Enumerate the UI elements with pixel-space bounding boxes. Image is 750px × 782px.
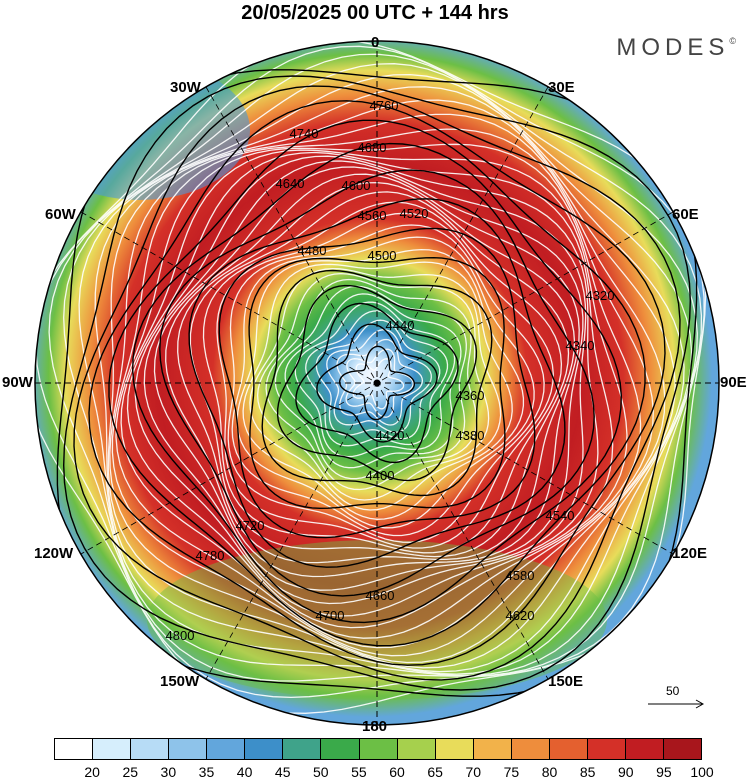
contour-label: 4580 bbox=[506, 568, 535, 583]
map-boundary bbox=[34, 40, 720, 726]
lon-label-60e: 60E bbox=[672, 206, 699, 223]
lon-label-150w: 150W bbox=[160, 673, 200, 690]
contour-label: 4420 bbox=[376, 428, 405, 443]
contour-label: 4720 bbox=[236, 518, 265, 533]
lon-label-180: 180 bbox=[362, 718, 388, 735]
lon-label-30w: 30W bbox=[170, 79, 201, 96]
contour-label: 4400 bbox=[366, 468, 395, 483]
colorbar-cell bbox=[625, 739, 664, 759]
contour-label: 4700 bbox=[316, 608, 345, 623]
contour-label: 4740 bbox=[290, 126, 319, 141]
contour-label: 4620 bbox=[506, 608, 535, 623]
lon-label-150e: 150E bbox=[548, 673, 584, 690]
contour-labels: 4760 4740 4680 4640 4600 4560 4520 4500 4480 4440… bbox=[166, 98, 615, 643]
streamline bbox=[107, 99, 676, 669]
colorbar-tick-label: 80 bbox=[541, 764, 558, 780]
colorbar-tick-label: 90 bbox=[617, 764, 634, 780]
colorbar-cell bbox=[587, 739, 626, 759]
colorbar-cell bbox=[435, 739, 474, 759]
contour-label: 4520 bbox=[400, 206, 429, 221]
streamline bbox=[94, 86, 685, 673]
colorbar-cell bbox=[511, 739, 550, 759]
colorbar-cell bbox=[397, 739, 436, 759]
contour-label: 4380 bbox=[456, 428, 485, 443]
contour-label: 4340 bbox=[566, 338, 595, 353]
height-contour bbox=[73, 85, 681, 681]
map-title: 20/05/2025 00 UTC + 144 hrs bbox=[241, 2, 509, 24]
brand-logo: MODES© bbox=[616, 34, 736, 62]
colorbar-tick-label: 25 bbox=[122, 764, 139, 780]
colorbar-cell bbox=[664, 739, 702, 759]
colorbar-tick-label: 55 bbox=[351, 764, 367, 780]
contour-label: 4640 bbox=[276, 176, 305, 191]
contour-label: 4320 bbox=[586, 288, 615, 303]
colorbar-cell bbox=[549, 739, 588, 759]
colorbar-cell bbox=[207, 739, 246, 759]
colorbar-cell bbox=[321, 739, 360, 759]
lon-label-90w: 90W bbox=[2, 374, 33, 391]
contour-label: 4500 bbox=[368, 248, 397, 263]
colorbar bbox=[54, 738, 702, 760]
height-contour bbox=[261, 269, 493, 497]
streamline bbox=[216, 212, 554, 549]
reference-vector: 50 bbox=[648, 684, 708, 714]
colorbar-tick-label: 65 bbox=[427, 764, 443, 780]
colorbar-tick-label: 85 bbox=[579, 764, 596, 780]
contour-label: 4800 bbox=[166, 628, 195, 643]
colorbar-tick-label: 20 bbox=[84, 764, 100, 780]
contour-label: 4480 bbox=[298, 243, 327, 258]
brand-mark: © bbox=[729, 36, 736, 46]
lon-label-0: 0 bbox=[371, 34, 380, 51]
lon-label-120e: 120E bbox=[672, 545, 708, 562]
lon-label-60w: 60W bbox=[45, 206, 76, 223]
colorbar-tick-label: 30 bbox=[160, 764, 177, 780]
contour-label: 4600 bbox=[342, 178, 371, 193]
colorbar-tick-label: 75 bbox=[503, 764, 520, 780]
colorbar-cell bbox=[169, 739, 208, 759]
height-contour bbox=[131, 142, 623, 624]
colorbar-cell bbox=[93, 739, 132, 759]
colorbar-ticks: 20 25 30 35 40 45 50 55 60 65 70 75 80 85 90 95 100 bbox=[54, 764, 713, 782]
lon-label-90e: 90E bbox=[720, 374, 747, 391]
contour-label: 4440 bbox=[386, 318, 415, 333]
colorbar-tick-label: 45 bbox=[274, 764, 291, 780]
colorbar-cell bbox=[359, 739, 398, 759]
streamline bbox=[143, 160, 587, 605]
colorbar-cell bbox=[245, 739, 284, 759]
colorbar-tick-label: 40 bbox=[236, 764, 253, 780]
colorbar-tick-label: 100 bbox=[690, 764, 714, 780]
reference-vector-value: 50 bbox=[666, 684, 680, 698]
contour-label: 4680 bbox=[358, 140, 387, 155]
colorbar-cell bbox=[473, 739, 512, 759]
height-contour bbox=[88, 100, 666, 666]
lon-label-120w: 120W bbox=[34, 545, 74, 562]
colorbar-tick-label: 50 bbox=[313, 764, 329, 780]
colorbar-tick-label: 35 bbox=[198, 764, 215, 780]
streamline bbox=[227, 224, 545, 543]
contour-label: 4660 bbox=[366, 588, 395, 603]
colorbar-tick-label: 60 bbox=[389, 764, 405, 780]
brand-text: MODES bbox=[616, 34, 730, 61]
reference-arrow-icon bbox=[648, 699, 705, 709]
colorbar-cell bbox=[283, 739, 322, 759]
contour-label: 4780 bbox=[196, 548, 225, 563]
contour-label: 4360 bbox=[456, 388, 485, 403]
streamline bbox=[63, 63, 698, 677]
contour-label: 4540 bbox=[546, 508, 575, 523]
lon-label-30e: 30E bbox=[548, 79, 575, 96]
colorbar-tick-label: 95 bbox=[656, 764, 672, 780]
contour-label: 4560 bbox=[358, 208, 387, 223]
streamline bbox=[305, 310, 449, 447]
colorbar-cell bbox=[55, 739, 94, 759]
colorbar-cell bbox=[131, 739, 170, 759]
north-pole-marker bbox=[373, 379, 381, 387]
height-contour bbox=[248, 256, 506, 510]
streamline bbox=[111, 128, 654, 657]
contour-label: 4760 bbox=[370, 98, 399, 113]
streamline bbox=[35, 41, 707, 714]
streamline bbox=[177, 181, 576, 564]
colorbar-tick-label: 70 bbox=[465, 764, 482, 780]
